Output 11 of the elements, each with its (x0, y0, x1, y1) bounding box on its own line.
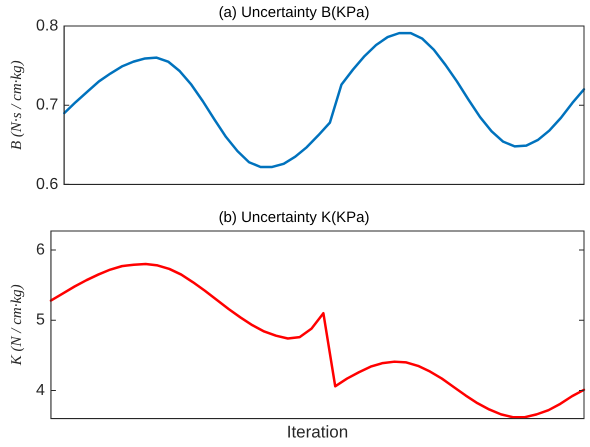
y-tick-label: 6 (36, 241, 45, 258)
y-tick-label: 0.6 (36, 176, 58, 193)
chart-title: (b) Uncertainty K(KPa) (218, 209, 370, 226)
chart-title: (a) Uncertainty B(KPa) (218, 4, 370, 22)
y-axis-title: K (N / cm·kg) (8, 284, 25, 366)
y-tick-label: 0.7 (36, 96, 58, 114)
y-tick-label: 0.8 (36, 17, 58, 34)
y-axis-title: B (N·s / cm·kg) (8, 60, 25, 150)
y-tick-label: 5 (36, 312, 45, 329)
x-axis-title: Iteration (286, 422, 348, 442)
y-tick-label: 4 (36, 382, 45, 399)
